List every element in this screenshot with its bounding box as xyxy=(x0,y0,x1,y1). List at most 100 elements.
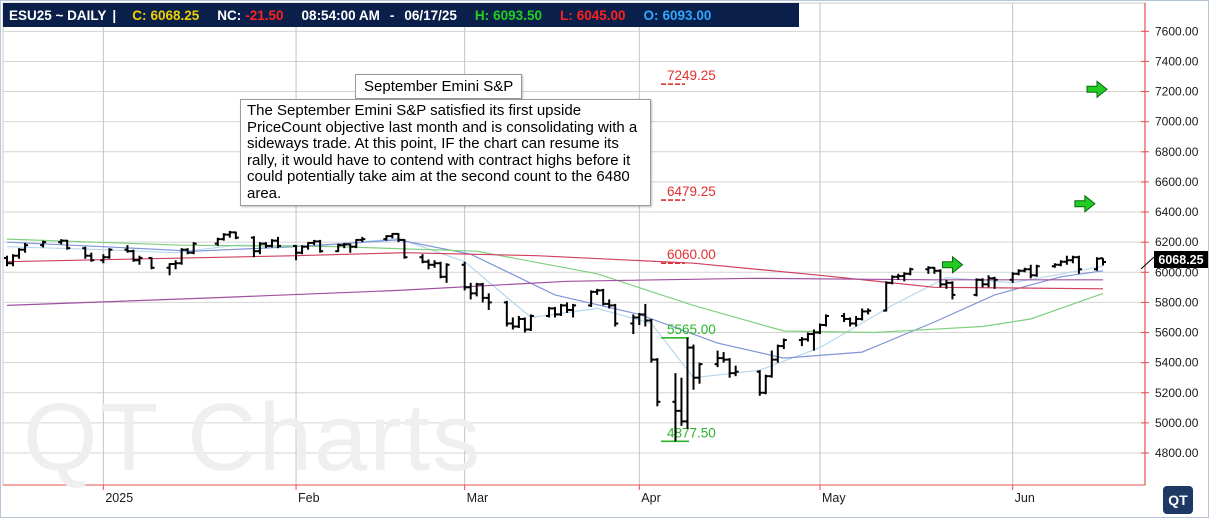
price-bar xyxy=(810,329,817,351)
price-bar xyxy=(558,303,565,316)
price-bar xyxy=(907,267,914,276)
moving-average-line xyxy=(6,277,1103,306)
y-tick-label: 6000.00 xyxy=(1155,265,1199,279)
price-bar xyxy=(479,282,486,303)
price-bar xyxy=(88,252,95,262)
price-bar xyxy=(564,302,571,313)
price-level-label: 5565.00 xyxy=(667,322,716,337)
y-tick-label: 7600.00 xyxy=(1155,24,1199,38)
y-tick-label: 5400.00 xyxy=(1155,356,1199,370)
price-bar xyxy=(865,308,872,315)
y-tick-label: 6200.00 xyxy=(1155,235,1199,249)
y-tick-label: 5600.00 xyxy=(1155,326,1199,340)
y-tick-label: 6600.00 xyxy=(1155,175,1199,189)
price-bar xyxy=(1057,260,1064,267)
x-tick-label: Mar xyxy=(467,491,489,505)
price-bar xyxy=(600,288,607,306)
price-bar xyxy=(678,377,685,426)
x-tick-label: Apr xyxy=(641,491,660,505)
price-bar xyxy=(437,261,444,279)
time-value: 08:54:00 AM xyxy=(301,7,380,23)
x-tick-label: May xyxy=(822,491,846,505)
y-tick-label: 5800.00 xyxy=(1155,295,1199,309)
nc-quote: NC: -21.50 xyxy=(199,3,283,27)
x-tick-label: Feb xyxy=(298,491,320,505)
price-bar xyxy=(552,306,558,318)
close-label: C: xyxy=(132,7,147,23)
symbol-label: ESU25 ~ DAILY xyxy=(9,7,107,23)
date-value: 06/17/25 xyxy=(404,7,457,23)
price-bar xyxy=(1069,255,1076,264)
price-bar xyxy=(232,231,239,240)
price-bar xyxy=(895,273,902,280)
price-bar xyxy=(690,344,697,390)
price-bar xyxy=(190,242,197,255)
close-quote: C: 6068.25 xyxy=(122,3,199,27)
price-bar xyxy=(606,299,613,309)
price-bar xyxy=(166,262,173,276)
high-value: 6093.50 xyxy=(493,7,542,23)
price-bar xyxy=(642,303,649,327)
y-tick-label: 6400.00 xyxy=(1155,205,1199,219)
price-bar xyxy=(220,233,227,241)
price-bar xyxy=(925,266,932,274)
price-bar xyxy=(816,323,823,335)
price-bar xyxy=(594,288,601,295)
price-bar xyxy=(22,242,29,253)
price-bar xyxy=(431,260,438,268)
price-bar xyxy=(214,237,221,246)
qt-logo-icon[interactable]: QT xyxy=(1163,486,1193,514)
arrow-right-icon xyxy=(1074,194,1096,213)
nc-label: NC: xyxy=(217,7,242,23)
high-quote: H: 6093.50 xyxy=(457,3,542,27)
price-bar xyxy=(1021,267,1028,273)
open-label: O: xyxy=(643,7,659,23)
candles xyxy=(4,230,1106,442)
price-bar xyxy=(588,290,595,307)
price-bar xyxy=(1027,264,1034,279)
price-level-label: 6060.00 xyxy=(667,247,716,262)
price-bar xyxy=(317,239,324,253)
price-bar xyxy=(256,242,263,255)
price-bar xyxy=(148,256,155,270)
price-bar xyxy=(949,281,956,300)
low-value: 6045.00 xyxy=(576,7,626,23)
quote-header: ESU25 ~ DAILY | C: 6068.25 NC: -21.50 08… xyxy=(3,3,799,27)
price-bar xyxy=(847,317,854,327)
price-bar xyxy=(545,306,552,318)
moving-average-line xyxy=(6,238,1104,334)
close-value: 6068.25 xyxy=(150,7,200,23)
price-bar xyxy=(630,314,637,335)
price-bar xyxy=(4,255,10,267)
y-tick-label: 7400.00 xyxy=(1155,54,1199,68)
price-bar xyxy=(311,239,318,246)
price-bar xyxy=(425,259,432,270)
price-bar xyxy=(485,293,492,310)
dash: - xyxy=(389,7,395,23)
price-bar xyxy=(347,243,354,253)
price-bar xyxy=(612,303,619,327)
price-bar xyxy=(841,312,848,322)
price-bar xyxy=(305,241,312,250)
price-bar xyxy=(136,255,143,265)
price-bar xyxy=(172,260,179,270)
price-bar xyxy=(262,242,269,249)
price-bar xyxy=(804,332,811,342)
price-bar xyxy=(937,269,944,288)
price-bar xyxy=(726,358,733,378)
price-bar xyxy=(106,248,113,259)
open-quote: O: 6093.00 xyxy=(626,3,712,27)
price-bar xyxy=(636,312,643,325)
price-bar xyxy=(184,248,191,255)
moving-average-line xyxy=(6,252,1104,290)
price-bar xyxy=(341,242,348,249)
price-bar xyxy=(883,281,890,312)
price-bar xyxy=(473,282,480,297)
price-bar xyxy=(40,240,47,248)
price-bar xyxy=(672,373,679,442)
price-bar xyxy=(521,317,528,333)
price-bar xyxy=(931,266,938,274)
separator: | xyxy=(112,7,117,23)
